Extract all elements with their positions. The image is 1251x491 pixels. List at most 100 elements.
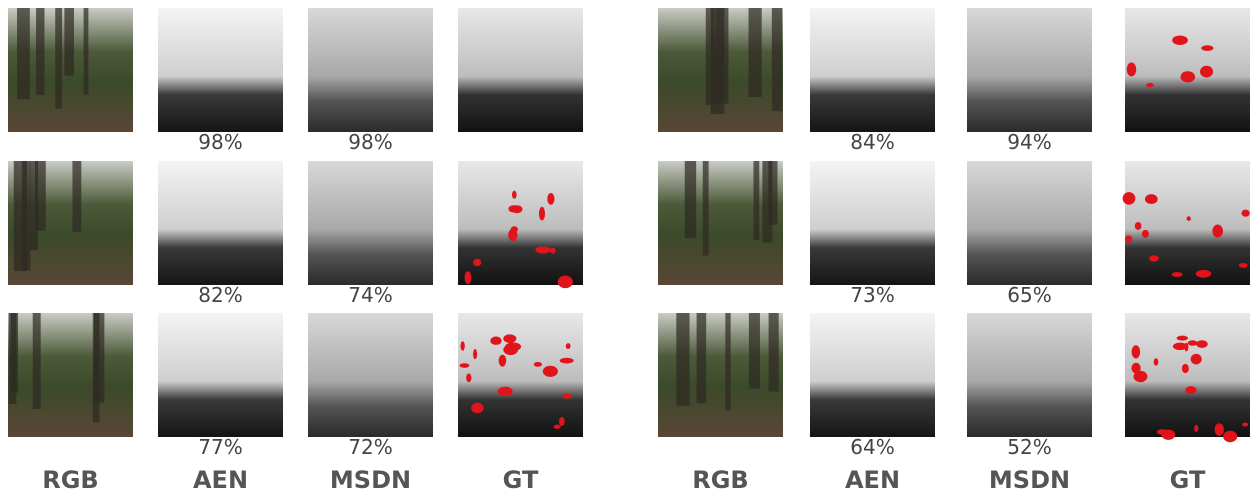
aen-depth-map (158, 8, 283, 132)
error-spot (547, 193, 554, 205)
error-spot (1145, 194, 1158, 204)
error-spot (1123, 192, 1136, 205)
column-label: RGB (42, 466, 98, 491)
error-spot (511, 226, 518, 232)
tree-trunk (64, 8, 74, 76)
msdn-depth-map (308, 161, 433, 285)
error-spot (473, 259, 481, 267)
error-spot (1191, 354, 1202, 365)
msdn-score: 94% (1007, 130, 1051, 154)
error-spot (558, 276, 573, 289)
aen-score: 84% (850, 130, 894, 154)
msdn-score: 72% (348, 435, 392, 459)
msdn-depth-map (308, 8, 433, 132)
column-label: GT (503, 466, 539, 491)
error-spot (1185, 386, 1196, 394)
error-spot (539, 207, 545, 221)
tree-trunk (93, 313, 100, 422)
error-spot (465, 271, 472, 284)
tree-trunk (676, 313, 689, 406)
tree-trunk (706, 8, 715, 105)
error-spot (534, 362, 542, 367)
error-spot (1142, 230, 1149, 238)
tree-trunk (769, 313, 779, 392)
tree-trunk (703, 161, 709, 256)
error-spot (1135, 222, 1142, 230)
figure: 98%98%82%74%77%72%RGBAENMSDNGT84%94%73%6… (0, 0, 1251, 491)
aen-score: 64% (850, 435, 894, 459)
error-spot (1196, 270, 1211, 278)
aen-score: 77% (198, 435, 242, 459)
error-spot (490, 337, 501, 345)
error-spot (1200, 66, 1213, 78)
aen-score: 82% (198, 283, 242, 307)
aen-depth-map (810, 161, 935, 285)
error-spot (560, 358, 574, 364)
gt-depth-map (458, 313, 583, 437)
gt-depth-map (458, 161, 583, 285)
error-spot (1182, 364, 1189, 373)
error-spot (461, 341, 465, 350)
tree-trunk (84, 8, 89, 95)
error-spot (1241, 210, 1249, 217)
msdn-depth-map (967, 8, 1092, 132)
error-spot (466, 373, 471, 382)
error-spot (512, 191, 517, 199)
error-spot (550, 247, 556, 253)
tree-trunk (55, 8, 62, 109)
tree-trunk (725, 313, 730, 410)
error-spot (1125, 235, 1132, 242)
rgb-image (8, 313, 133, 437)
error-spot (559, 417, 565, 426)
column-label: MSDN (330, 466, 411, 491)
tree-trunk (72, 161, 81, 232)
error-spot (1242, 423, 1248, 427)
error-spot (1196, 340, 1208, 348)
error-spot (1201, 45, 1213, 51)
msdn-score: 74% (348, 283, 392, 307)
error-spot (1188, 340, 1198, 346)
tree-trunk (17, 8, 30, 99)
error-spot (1131, 363, 1140, 374)
tree-trunk (762, 161, 772, 243)
error-spot (1223, 431, 1237, 443)
tree-trunk (749, 8, 762, 97)
error-spot (1149, 255, 1159, 261)
tree-trunk (685, 161, 696, 238)
error-spot (1146, 83, 1154, 87)
error-spot (460, 363, 470, 368)
tree-trunk (753, 161, 759, 240)
error-spot (1215, 423, 1224, 436)
column-label: RGB (692, 466, 748, 491)
error-spot (1132, 345, 1141, 358)
column-label: AEN (845, 466, 900, 491)
error-spot (1177, 336, 1188, 341)
gt-depth-map (1125, 8, 1250, 132)
error-spot (499, 355, 507, 367)
tree-trunk (772, 8, 782, 111)
error-spot (566, 343, 571, 349)
error-spot (1172, 36, 1188, 46)
error-spot (535, 246, 550, 253)
column-label: GT (1170, 466, 1206, 491)
gt-depth-map (458, 8, 583, 132)
error-spot (473, 349, 477, 359)
error-spot (503, 334, 516, 343)
error-spot (1127, 62, 1137, 76)
msdn-score: 98% (348, 130, 392, 154)
aen-depth-map (158, 313, 283, 437)
error-spot (1239, 263, 1248, 268)
aen-depth-map (158, 161, 283, 285)
error-spot (554, 425, 561, 429)
aen-score: 98% (198, 130, 242, 154)
column-label: MSDN (989, 466, 1070, 491)
msdn-score: 52% (1007, 435, 1051, 459)
error-spot (511, 205, 522, 213)
msdn-depth-map (308, 313, 433, 437)
tree-trunk (30, 161, 38, 250)
error-spot (1180, 71, 1195, 82)
error-spot (503, 344, 518, 355)
error-spot (1157, 429, 1168, 434)
msdn-depth-map (967, 313, 1092, 437)
tree-trunk (22, 161, 30, 270)
